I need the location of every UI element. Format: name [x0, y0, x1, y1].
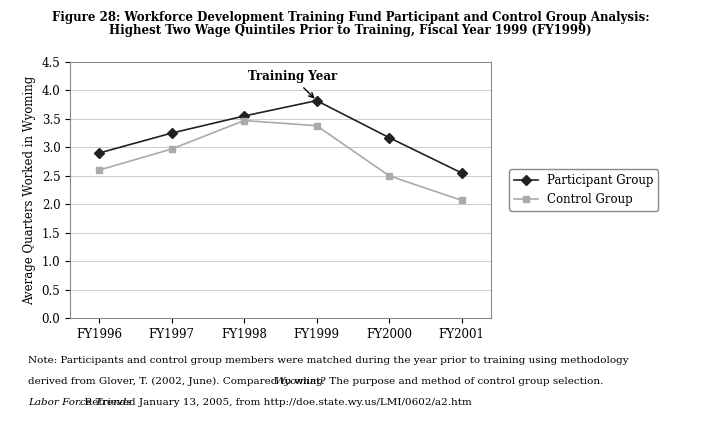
Text: Highest Two Wage Quintiles Prior to Training, Fiscal Year 1999 (FY1999): Highest Two Wage Quintiles Prior to Trai… [109, 24, 592, 37]
Participant Group [458, 170, 466, 175]
Text: . Retrieved January 13, 2005, from http://doe.state.wy.us/LMI/0602/a2.htm: . Retrieved January 13, 2005, from http:… [78, 398, 472, 407]
Line: Participant Group: Participant Group [95, 97, 465, 176]
Text: Training Year: Training Year [247, 70, 337, 98]
Participant Group [313, 98, 321, 103]
Legend: Participant Group, Control Group: Participant Group, Control Group [509, 169, 658, 211]
Participant Group [95, 150, 103, 156]
Participant Group [240, 113, 248, 118]
Text: Labor Force Trends: Labor Force Trends [28, 398, 132, 407]
Line: Control Group: Control Group [95, 117, 465, 204]
Participant Group [385, 135, 393, 140]
Control Group [458, 198, 466, 203]
Control Group [240, 118, 248, 123]
Y-axis label: Average Quarters Worked in Wyoming: Average Quarters Worked in Wyoming [23, 76, 36, 305]
Text: Note: Participants and control group members were matched during the year prior : Note: Participants and control group mem… [28, 356, 629, 365]
Text: derived from Glover, T. (2002, June). Compared to what? The purpose and method o: derived from Glover, T. (2002, June). Co… [28, 377, 610, 386]
Control Group [168, 146, 176, 152]
Text: Figure 28: Workforce Development Training Fund Participant and Control Group Ana: Figure 28: Workforce Development Trainin… [52, 11, 649, 24]
Control Group [313, 123, 321, 128]
Control Group [95, 168, 103, 173]
Participant Group [168, 130, 176, 136]
Control Group [385, 173, 393, 179]
Text: Wyoming: Wyoming [274, 377, 323, 386]
